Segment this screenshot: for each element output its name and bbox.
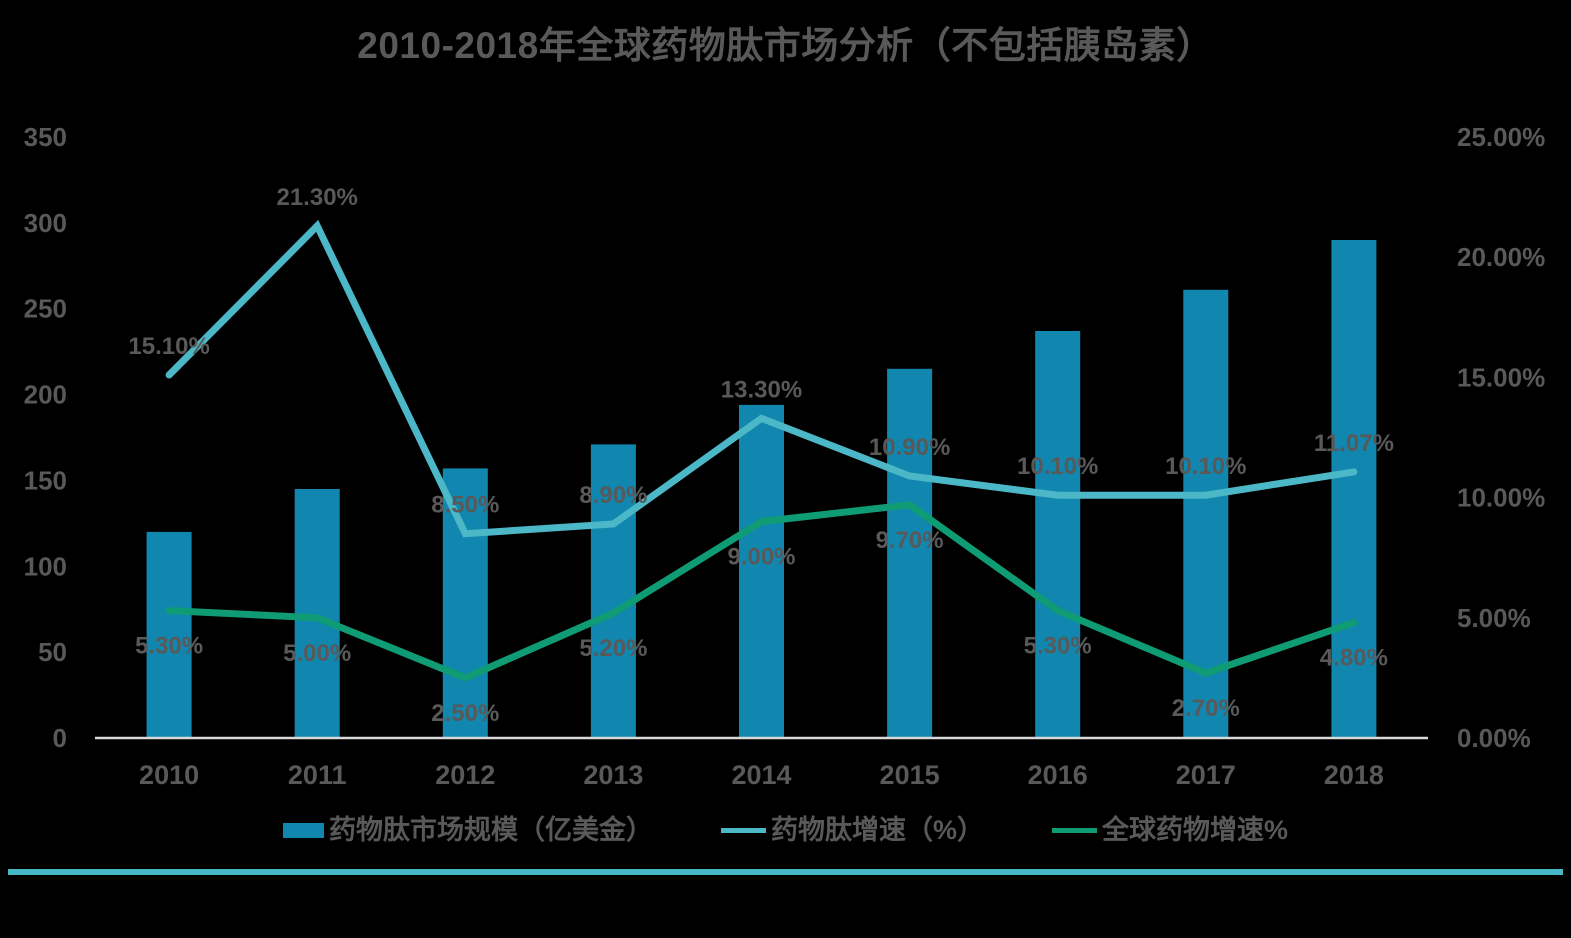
data-label: 11.07% — [1314, 430, 1394, 457]
legend-line-swatch — [1052, 827, 1097, 833]
right-axis-tick: 25.00% — [1457, 122, 1545, 152]
left-axis-tick: 0 — [53, 723, 67, 753]
x-axis-label-2015: 2015 — [880, 760, 940, 790]
data-label: 9.00% — [727, 544, 795, 571]
data-label: 21.30% — [276, 184, 357, 211]
left-axis-tick: 150 — [24, 465, 67, 495]
chart-legend: 药物肽市场规模（亿美金） 药物肽增速（%） 全球药物增速% — [0, 813, 1571, 847]
left-axis-tick: 350 — [24, 122, 67, 152]
left-axis-tick: 300 — [24, 208, 67, 238]
bar-2010 — [146, 531, 192, 738]
data-label: 9.70% — [876, 527, 944, 554]
x-axis-label-2011: 2011 — [288, 760, 347, 790]
legend-item-2: 药物肽增速（%） — [720, 813, 984, 847]
bar-2015 — [887, 368, 933, 738]
left-axis-tick: 200 — [24, 380, 67, 410]
x-axis-label-2013: 2013 — [583, 760, 643, 790]
legend-label: 全球药物增速% — [1102, 815, 1289, 845]
data-label: 10.10% — [1165, 453, 1246, 480]
x-axis-label-2010: 2010 — [139, 760, 199, 790]
data-label: 10.10% — [1017, 453, 1098, 480]
left-axis-tick: 50 — [38, 637, 67, 667]
left-axis-tick: 100 — [24, 551, 67, 581]
x-axis-label-2018: 2018 — [1324, 760, 1384, 790]
bar-2011 — [294, 489, 340, 738]
line-series-1 — [165, 219, 1358, 538]
bar-2013 — [590, 444, 636, 738]
data-label: 10.90% — [869, 434, 950, 461]
data-label: 4.80% — [1320, 645, 1388, 672]
data-label: 8.50% — [431, 492, 499, 519]
page-title: 2010-2018年全球药物肽市场分析（不包括胰岛素） — [357, 25, 1214, 66]
legend-item-1: 药物肽市场规模（亿美金） — [282, 813, 653, 847]
right-axis-tick: 15.00% — [1457, 362, 1545, 392]
bar-2018 — [1331, 240, 1377, 738]
right-axis-tick: 20.00% — [1457, 242, 1545, 272]
legend-item-3: 全球药物增速% — [1052, 813, 1288, 847]
bar-2012 — [442, 468, 488, 738]
legend-bar-swatch — [282, 822, 324, 838]
right-axis-tick: 10.00% — [1457, 483, 1545, 513]
bar-2014 — [739, 404, 784, 738]
data-label: 8.90% — [579, 482, 647, 509]
legend-line-swatch — [720, 827, 766, 833]
right-axis-tick: 0.00% — [1457, 723, 1531, 753]
legend-label: 药物肽市场规模（亿美金） — [328, 815, 653, 845]
data-label: 2.50% — [431, 700, 499, 727]
bottom-divider-line — [8, 869, 1563, 875]
x-axis-label-2012: 2012 — [435, 760, 495, 790]
data-label: 15.10% — [128, 333, 209, 360]
data-label: 5.00% — [283, 640, 351, 667]
data-label: 5.30% — [1024, 633, 1092, 660]
data-label: 13.30% — [721, 376, 802, 403]
line-series-2 — [165, 501, 1358, 682]
data-label: 5.20% — [579, 635, 647, 662]
data-label: 5.30% — [135, 633, 203, 660]
bar-2016 — [1035, 331, 1081, 738]
x-axis-label-2014: 2014 — [731, 760, 791, 790]
legend-label: 药物肽增速（%） — [770, 815, 984, 845]
right-axis-tick: 5.00% — [1457, 603, 1531, 633]
data-label: 2.70% — [1172, 695, 1240, 722]
left-axis-tick: 250 — [24, 294, 67, 324]
x-axis-label-2016: 2016 — [1028, 760, 1088, 790]
x-axis-label-2017: 2017 — [1176, 760, 1236, 790]
